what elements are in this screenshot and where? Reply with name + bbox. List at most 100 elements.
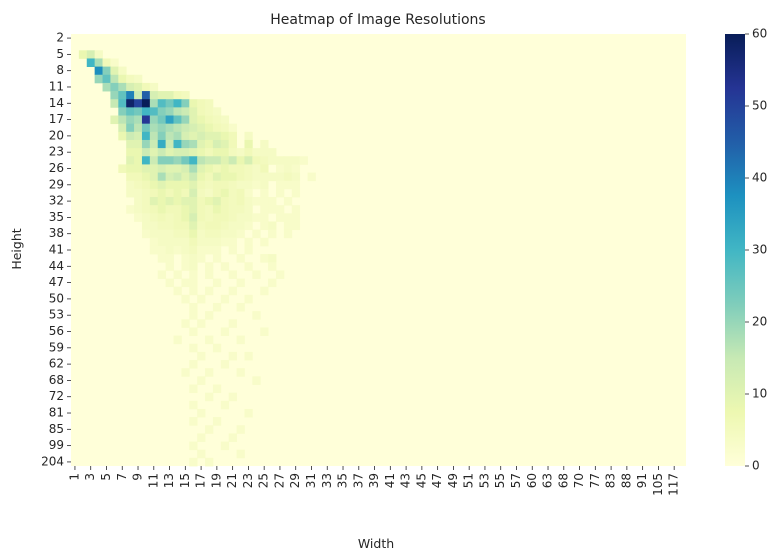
x-tick-label: 105 bbox=[651, 473, 665, 496]
heatmap-cell bbox=[236, 197, 245, 206]
colorbar-tick-label: 30 bbox=[752, 243, 767, 257]
heatmap-cell bbox=[220, 229, 230, 239]
heatmap-cell bbox=[141, 139, 151, 149]
heatmap-cell bbox=[118, 123, 127, 133]
heatmap-cell bbox=[126, 91, 135, 100]
x-axis: 1 3 5 7 9 11 13 15 17 19 21 23 25 27 29 31 33 35 37 39 41 43 4… bbox=[67, 466, 681, 496]
heatmap-cell bbox=[141, 164, 151, 173]
heatmap-cell bbox=[197, 99, 206, 108]
heatmap-cell bbox=[291, 180, 301, 190]
heatmap-cell bbox=[205, 213, 214, 222]
heatmap-cell bbox=[157, 180, 167, 190]
heatmap-cell bbox=[189, 278, 198, 288]
heatmap-cell bbox=[252, 172, 261, 182]
heatmap-cell bbox=[268, 172, 277, 182]
heatmap-cell bbox=[205, 164, 214, 173]
heatmap-cell bbox=[181, 245, 190, 255]
heatmap-cell bbox=[220, 197, 230, 206]
y-tick-label: 99 bbox=[49, 438, 64, 452]
heatmap-cell bbox=[134, 164, 143, 173]
heatmap-cell bbox=[236, 156, 245, 165]
heatmap-cell bbox=[173, 156, 182, 165]
heatmap-cell bbox=[102, 74, 111, 84]
y-tick-label: 29 bbox=[49, 177, 64, 191]
heatmap-cell bbox=[252, 270, 261, 279]
heatmap-cell bbox=[189, 229, 198, 239]
heatmap-cell bbox=[220, 294, 230, 304]
x-tick-label: 33 bbox=[320, 473, 334, 488]
heatmap-cell bbox=[173, 172, 182, 182]
heatmap-cell bbox=[205, 286, 214, 296]
heatmap-cell bbox=[173, 205, 182, 214]
heatmap-cell bbox=[291, 188, 301, 198]
heatmap-cell bbox=[205, 262, 214, 271]
heatmap-cell bbox=[260, 180, 269, 190]
heatmap-cell bbox=[126, 115, 135, 125]
heatmap-cell bbox=[197, 197, 206, 206]
heatmap-cell bbox=[181, 123, 190, 133]
heatmap-cell bbox=[141, 131, 151, 141]
heatmap-cell bbox=[205, 425, 214, 434]
heatmap-cell bbox=[149, 156, 159, 165]
heatmap-cell bbox=[260, 205, 269, 214]
heatmap-cell bbox=[260, 327, 269, 336]
x-tick-label: 23 bbox=[241, 473, 255, 488]
heatmap-cell bbox=[189, 311, 198, 320]
heatmap-cell bbox=[189, 164, 198, 173]
heatmap-cell bbox=[220, 131, 230, 141]
heatmap-cell bbox=[165, 99, 174, 108]
heatmap-cell bbox=[212, 245, 222, 255]
heatmap-cell bbox=[157, 213, 167, 222]
heatmap-cell bbox=[189, 400, 198, 410]
heatmap-cell bbox=[149, 237, 159, 247]
heatmap-cell bbox=[252, 156, 261, 165]
heatmap-cell bbox=[205, 148, 214, 157]
heatmap-cell bbox=[220, 172, 230, 182]
heatmap-cell bbox=[110, 66, 119, 76]
heatmap-cell bbox=[197, 254, 206, 263]
heatmap-cell bbox=[134, 180, 143, 190]
heatmap-cell bbox=[173, 180, 182, 190]
heatmap-cell bbox=[181, 368, 190, 377]
y-tick-label: 62 bbox=[49, 357, 64, 371]
heatmap-cell bbox=[94, 66, 103, 76]
heatmap-cell bbox=[181, 188, 190, 198]
heatmap-cell bbox=[197, 221, 206, 231]
heatmap-cell bbox=[141, 188, 151, 198]
heatmap-cell bbox=[173, 107, 182, 116]
heatmap-cell bbox=[197, 351, 206, 361]
heatmap-cell bbox=[173, 164, 182, 173]
heatmap-cell bbox=[220, 327, 230, 336]
x-tick-label: 3 bbox=[83, 473, 97, 481]
y-tick-label: 35 bbox=[49, 210, 64, 224]
heatmap-cell bbox=[94, 50, 103, 59]
heatmap-cell bbox=[149, 123, 159, 133]
heatmap-cell bbox=[197, 148, 206, 157]
heatmap-cell bbox=[205, 335, 214, 345]
heatmap-cell bbox=[173, 335, 182, 345]
heatmap-cell bbox=[149, 164, 159, 173]
heatmap-cell bbox=[118, 82, 127, 92]
heatmap-cell bbox=[212, 221, 222, 231]
heatmap-cell bbox=[189, 237, 198, 247]
heatmap-cell bbox=[244, 221, 253, 231]
x-tick-label: 31 bbox=[304, 473, 318, 488]
heatmap-cell bbox=[283, 164, 293, 173]
chart-title: Heatmap of Image Resolutions bbox=[270, 12, 485, 28]
heatmap-cell bbox=[149, 148, 159, 157]
heatmap-cell bbox=[220, 205, 230, 214]
heatmap-cell bbox=[173, 139, 182, 149]
heatmap-cell bbox=[141, 115, 151, 125]
heatmap-cell bbox=[157, 197, 167, 206]
heatmap-cell bbox=[173, 229, 182, 239]
heatmap-cell bbox=[181, 229, 190, 239]
heatmap-cell bbox=[165, 245, 174, 255]
heatmap-cell bbox=[205, 221, 214, 231]
heatmap-cell bbox=[165, 221, 174, 231]
heatmap-cell bbox=[165, 91, 174, 100]
heatmap-cell bbox=[228, 433, 237, 442]
heatmap-cell bbox=[189, 197, 198, 206]
heatmap-cell bbox=[149, 131, 159, 141]
heatmap-cell bbox=[236, 213, 245, 222]
heatmap-cell bbox=[118, 115, 127, 125]
